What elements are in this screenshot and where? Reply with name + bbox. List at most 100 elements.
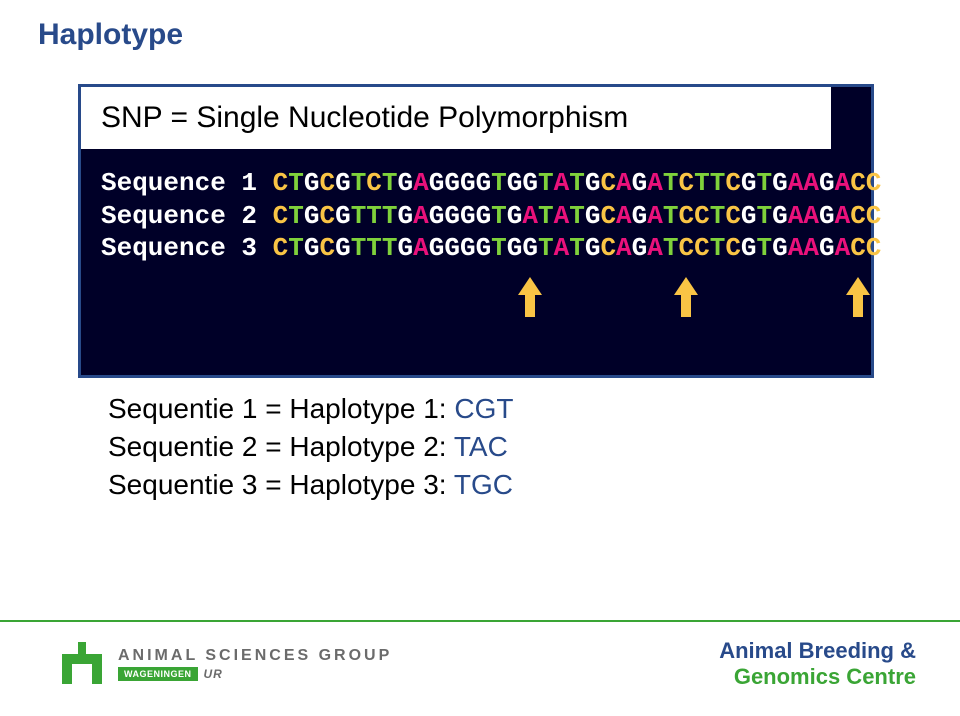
nucleotide: G [741,201,757,231]
nucleotide: T [710,201,726,231]
nucleotide: T [757,201,773,231]
nucleotide: G [819,168,835,198]
nucleotide: C [850,201,866,231]
nucleotide: A [413,233,429,263]
nucleotide: C [600,233,616,263]
nucleotide: G [304,201,320,231]
nucleotide: T [538,233,554,263]
nucleotide: A [522,201,538,231]
nucleotide: A [554,168,570,198]
nucleotide: T [538,168,554,198]
nucleotide: G [429,201,445,231]
nucleotide: C [725,233,741,263]
nucleotide: G [507,168,523,198]
nucleotide: T [569,233,585,263]
legend-prefix: Sequentie 1 = Haplotype 1: [108,393,454,424]
panel-title: SNP = Single Nucleotide Polymorphism [81,87,831,149]
snp-arrow-icon [846,277,870,317]
nucleotide: G [476,168,492,198]
nucleotide: C [866,168,882,198]
nucleotide: T [366,201,382,231]
nucleotide: G [444,168,460,198]
nucleotide: A [803,168,819,198]
nucleotide: T [351,168,367,198]
nucleotide: C [600,168,616,198]
footer: ANIMAL SCIENCES GROUP WAGENINGEN UR Anim… [0,622,960,716]
nucleotide: A [616,168,632,198]
logo-block: ANIMAL SCIENCES GROUP WAGENINGEN UR [60,642,392,686]
nucleotide: G [398,201,414,231]
logo-text: ANIMAL SCIENCES GROUP WAGENINGEN UR [118,647,392,681]
nucleotide: C [678,201,694,231]
nucleotide: G [460,233,476,263]
nucleotide: G [444,201,460,231]
nucleotide: A [835,233,851,263]
nucleotide: C [725,201,741,231]
nucleotide: T [757,233,773,263]
legend-nt: G [475,393,497,424]
nucleotide: C [866,201,882,231]
nucleotide: G [585,233,601,263]
nucleotide: G [460,201,476,231]
centre-line-1: Animal Breeding & [719,638,916,664]
nucleotide: T [491,201,507,231]
nucleotide: T [288,168,304,198]
nucleotide: G [507,201,523,231]
nucleotide: T [366,233,382,263]
legend-nt: A [469,431,488,462]
nucleotide: G [460,168,476,198]
centre-line-2: Genomics Centre [719,664,916,690]
nucleotide: G [741,233,757,263]
sequence-label: Sequence 2 [101,201,273,231]
nucleotide: C [273,168,289,198]
nucleotide: G [632,233,648,263]
legend-nt: T [454,469,471,500]
nucleotide: G [444,233,460,263]
nucleotide: G [741,168,757,198]
nucleotide: G [819,201,835,231]
nucleotide: C [366,168,382,198]
nucleotide: G [335,168,351,198]
nucleotide: A [788,168,804,198]
logo-wageningen-badge: WAGENINGEN [118,667,198,681]
nucleotide: T [491,168,507,198]
nucleotide: T [351,233,367,263]
nucleotide: C [273,201,289,231]
nucleotide: C [319,168,335,198]
nucleotide: T [710,233,726,263]
nucleotide: A [647,233,663,263]
sequence-row: Sequence 1 CTGCGTCTGAGGGGTGGTATGCAGATCTT… [101,167,851,200]
nucleotide: T [663,233,679,263]
nucleotide: T [663,168,679,198]
nucleotide: A [835,168,851,198]
nucleotide: T [382,201,398,231]
nucleotide: T [710,168,726,198]
nucleotide: A [647,168,663,198]
nucleotide: C [694,233,710,263]
legend-row: Sequentie 3 = Haplotype 3: TGC [108,466,514,504]
snp-arrow-row [101,271,851,317]
nucleotide: T [288,201,304,231]
nucleotide: G [819,233,835,263]
nucleotide: C [678,168,694,198]
nucleotide: G [335,201,351,231]
sequence-panel: SNP = Single Nucleotide Polymorphism Seq… [78,84,874,378]
nucleotide: G [304,168,320,198]
nucleotide: G [398,168,414,198]
nucleotide: A [803,233,819,263]
logo-top-line: ANIMAL SCIENCES GROUP [118,647,392,665]
nucleotide: A [616,233,632,263]
nucleotide: C [850,233,866,263]
nucleotide: C [850,168,866,198]
centre-name: Animal Breeding & Genomics Centre [719,638,916,691]
nucleotide: C [273,233,289,263]
nucleotide: T [569,201,585,231]
legend-nt: G [471,469,493,500]
nucleotide: A [616,201,632,231]
nucleotide: T [491,233,507,263]
nucleotide: G [304,233,320,263]
nucleotide: A [788,201,804,231]
nucleotide: A [647,201,663,231]
legend-nt: T [496,393,513,424]
nucleotide: A [554,233,570,263]
